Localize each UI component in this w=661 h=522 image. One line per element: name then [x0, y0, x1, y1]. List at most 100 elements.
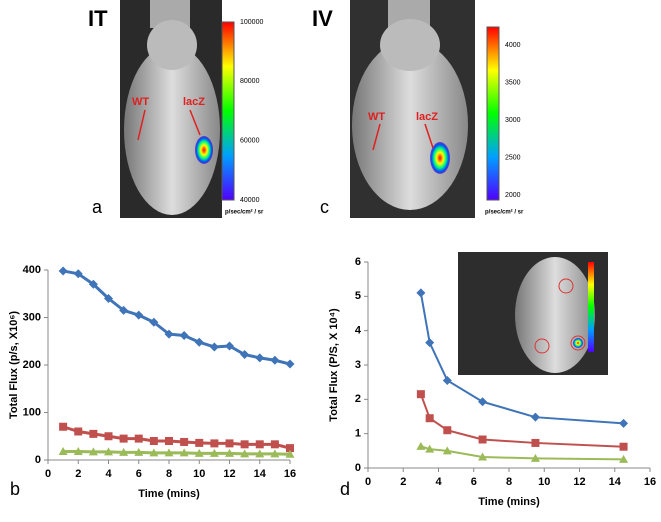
- x-tick-label: 0: [365, 476, 371, 488]
- point: [194, 337, 204, 347]
- x-tick-label: 14: [609, 476, 622, 488]
- point: [89, 429, 98, 438]
- point: [149, 437, 158, 445]
- point: [240, 449, 250, 458]
- point: [179, 448, 189, 457]
- point: [255, 353, 265, 363]
- point: [59, 422, 68, 431]
- mouse-image-c: [350, 0, 475, 218]
- colorbar-tick-label: 40000: [240, 197, 260, 204]
- y-tick-label: 300: [23, 311, 41, 323]
- point: [619, 454, 629, 463]
- series-line: [62, 269, 291, 366]
- point: [270, 355, 280, 365]
- point: [443, 426, 452, 435]
- point: [255, 440, 264, 449]
- panel-letter: c: [320, 197, 329, 217]
- x-tick-label: 6: [471, 476, 477, 488]
- point: [270, 440, 279, 449]
- colorbar-unit: p/sec/cm² / sr: [225, 209, 264, 216]
- point: [73, 446, 83, 455]
- inset-image: [458, 252, 608, 375]
- point: [88, 447, 98, 456]
- point: [104, 447, 113, 456]
- y-tick-label: 4: [355, 325, 362, 337]
- point: [255, 449, 265, 458]
- arrow: [189, 109, 201, 136]
- point: [58, 446, 68, 455]
- y-tick-label: 5: [355, 290, 361, 302]
- point: [88, 279, 98, 289]
- x-tick-label: 2: [400, 476, 406, 488]
- colorbar-tick-label: 4000: [505, 42, 521, 49]
- image-label: lacZ: [416, 111, 438, 123]
- arrow: [137, 109, 146, 141]
- point: [149, 317, 159, 327]
- point: [225, 439, 234, 448]
- colorbar-tick-label: 3000: [505, 117, 521, 124]
- point: [104, 294, 113, 303]
- point: [179, 331, 189, 341]
- x-tick-label: 4: [105, 468, 112, 480]
- colorbar-tick-label: 3500: [505, 79, 521, 86]
- image-label: WT: [132, 96, 149, 108]
- x-axis-label: Time (mins): [478, 496, 540, 508]
- mouse-image-a: [120, 0, 222, 218]
- series-line: [63, 449, 291, 456]
- point: [286, 444, 294, 453]
- point: [619, 442, 628, 451]
- point: [425, 414, 434, 423]
- y-tick-label: 200: [23, 359, 41, 371]
- point: [73, 269, 83, 279]
- point: [285, 359, 295, 369]
- y-tick-label: 0: [35, 454, 41, 466]
- x-tick-label: 8: [506, 476, 512, 488]
- point: [416, 390, 425, 399]
- y-axis-label: Total Flux (p/s, X10⁶): [8, 311, 20, 419]
- panel-title: IV: [312, 6, 333, 31]
- point: [530, 412, 540, 422]
- point: [104, 432, 113, 441]
- x-tick-label: 2: [75, 468, 81, 480]
- point: [119, 447, 129, 456]
- point: [225, 341, 234, 351]
- x-tick-label: 0: [45, 468, 51, 480]
- colorbar-tick-label: 100000: [240, 19, 263, 26]
- point: [164, 448, 174, 457]
- x-tick-label: 10: [193, 468, 205, 480]
- point: [119, 434, 128, 443]
- point: [442, 446, 452, 455]
- colorbar-tick-label: 80000: [240, 78, 260, 85]
- x-tick-label: 12: [223, 468, 235, 480]
- arrow: [372, 123, 381, 151]
- point: [270, 449, 280, 458]
- x-tick-label: 14: [254, 468, 267, 480]
- point: [416, 441, 426, 450]
- colorbar-unit: p/sec/cm² / sr: [485, 209, 524, 216]
- point: [134, 434, 143, 443]
- point: [425, 338, 435, 348]
- point: [164, 329, 174, 339]
- colorbar: [221, 21, 235, 201]
- point: [210, 439, 219, 448]
- point: [531, 438, 540, 447]
- image-label: WT: [368, 111, 385, 123]
- x-tick-label: 8: [166, 468, 172, 480]
- x-tick-label: 4: [435, 476, 442, 488]
- point: [195, 438, 204, 447]
- panel-letter: d: [340, 479, 350, 499]
- colorbar: [486, 26, 500, 201]
- series-line: [419, 292, 624, 425]
- panel-title: IT: [88, 6, 108, 31]
- point: [209, 448, 219, 457]
- y-axis-label: Total Flux (P/S, X 10⁴): [328, 308, 340, 422]
- point: [240, 440, 249, 449]
- x-tick-label: 16: [644, 476, 656, 488]
- colorbar-tick-label: 2500: [505, 154, 521, 161]
- point: [442, 375, 452, 385]
- point: [619, 418, 629, 428]
- point: [209, 342, 219, 352]
- colorbar-tick-label: 60000: [240, 138, 260, 145]
- point: [194, 448, 204, 457]
- y-tick-label: 400: [23, 264, 41, 276]
